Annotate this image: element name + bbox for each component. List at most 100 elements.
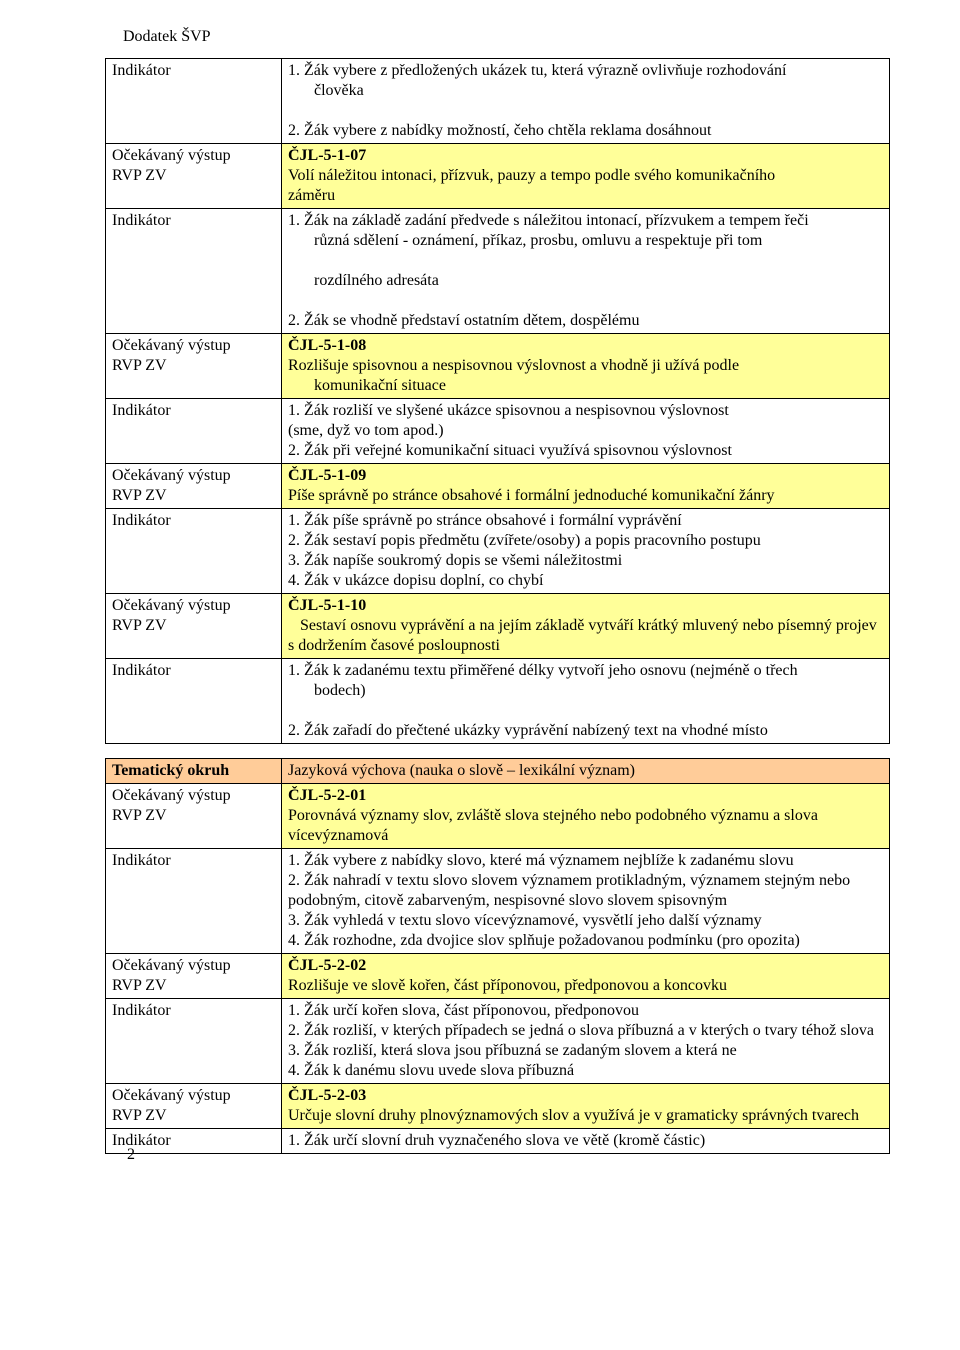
content-text: různá sdělení - oznámení, příkaz, prosbu…	[288, 231, 883, 251]
row-content: 1. Žák určí slovní druh vyznačeného slov…	[282, 1129, 890, 1154]
label-text: Tematický okruh	[112, 762, 229, 779]
label-text: Očekávaný výstup	[112, 597, 231, 614]
code: ČJL-5-1-07	[288, 147, 366, 164]
label-text: RVP ZV	[112, 1107, 167, 1124]
label-text: RVP ZV	[112, 167, 167, 184]
content-text: 2. Žák při veřejné komunikační situaci v…	[288, 442, 732, 459]
row-content: 1. Žák určí kořen slova, část příponovou…	[282, 999, 890, 1084]
content-text: 1. Žák na základě zadání předvede s nále…	[288, 212, 809, 229]
code: ČJL-5-1-10	[288, 597, 366, 614]
content-text: Porovnává významy slov, zvláště slova st…	[288, 807, 818, 844]
row-label: Indikátor	[106, 509, 282, 594]
content-text: člověka	[288, 81, 883, 101]
content-text: Jazyková výchova (nauka o slově – lexiká…	[288, 762, 635, 779]
content-text: Určuje slovní druhy plnovýznamových slov…	[288, 1107, 859, 1124]
label-text: RVP ZV	[112, 617, 167, 634]
content-text: Volí náležitou intonaci, přízvuk, pauzy …	[288, 167, 775, 184]
content-text: 2. Žák nahradí v textu slovo slovem význ…	[288, 872, 850, 909]
label-text: Očekávaný výstup	[112, 147, 231, 164]
row-content: ČJL-5-1-10 Sestaví osnovu vyprávění a na …	[282, 594, 890, 659]
content-text: 4. Žák v ukázce dopisu doplní, co chybí	[288, 572, 544, 589]
row-content: 1. Žák vybere z předložených ukázek tu, …	[282, 59, 890, 144]
row-label: Indikátor	[106, 659, 282, 744]
content-text: 3. Žák vyhledá v textu slovo vícevýznamo…	[288, 912, 762, 929]
label-text: Indikátor	[112, 852, 171, 869]
row-label: Očekávaný výstup RVP ZV	[106, 594, 282, 659]
label-text: Očekávaný výstup	[112, 787, 231, 804]
label-text: Indikátor	[112, 662, 171, 679]
row-content: ČJL-5-2-02 Rozlišuje ve slově kořen, část…	[282, 954, 890, 999]
row-label: Indikátor	[106, 209, 282, 334]
code: ČJL-5-1-08	[288, 337, 366, 354]
row-label: Očekávaný výstup RVP ZV	[106, 334, 282, 399]
content-text: 1. Žák píše správně po stránce obsahové …	[288, 512, 682, 529]
table-2: Tematický okruh Jazyková výchova (nauka o…	[105, 758, 890, 1154]
row-content: Jazyková výchova (nauka o slově – lexiká…	[282, 759, 890, 784]
content-text: 1. Žák vybere z předložených ukázek tu, …	[288, 62, 786, 79]
content-text: 1. Žák určí kořen slova, část příponovou…	[288, 1002, 639, 1019]
label-text: RVP ZV	[112, 807, 167, 824]
content-text: (sme, dyž vo tom apod.)	[288, 422, 444, 439]
label-text: Očekávaný výstup	[112, 337, 231, 354]
row-content: ČJL-5-1-08 Rozlišuje spisovnou a nespisov…	[282, 334, 890, 399]
row-content: 1. Žák na základě zadání předvede s nále…	[282, 209, 890, 334]
row-content: 1. Žák vybere z nabídky slovo, které má …	[282, 849, 890, 954]
row-content: ČJL-5-2-01 Porovnává významy slov, zvlášt…	[282, 784, 890, 849]
content-text: Rozlišuje ve slově kořen, část příponovo…	[288, 977, 727, 994]
content-text: Sestaví osnovu vyprávění a na jejím zákl…	[288, 617, 877, 654]
row-content: ČJL-5-1-07 Volí náležitou intonaci, přízv…	[282, 144, 890, 209]
row-label: Očekávaný výstup RVP ZV	[106, 954, 282, 999]
content-text: 2. Žák zařadí do přečtené ukázky vyprávě…	[288, 722, 768, 739]
content-text: Píše správně po stránce obsahové i formá…	[288, 487, 775, 504]
label-text: RVP ZV	[112, 357, 167, 374]
row-label: Indikátor	[106, 999, 282, 1084]
label-text: Indikátor	[112, 1002, 171, 1019]
label-text: Očekávaný výstup	[112, 467, 231, 484]
row-label: Tematický okruh	[106, 759, 282, 784]
row-content: ČJL-5-1-09 Píše správně po stránce obsaho…	[282, 464, 890, 509]
content-text: 1. Žák vybere z nabídky slovo, které má …	[288, 852, 794, 869]
content-text: rozdílného adresáta	[288, 271, 883, 291]
label-text: Očekávaný výstup	[112, 1087, 231, 1104]
label-text: Indikátor	[112, 512, 171, 529]
label-text: Indikátor	[112, 212, 171, 229]
row-label: Indikátor	[106, 399, 282, 464]
row-label: Očekávaný výstup RVP ZV	[106, 784, 282, 849]
content-text: 1. Žák k zadanému textu přiměřené délky …	[288, 662, 798, 679]
page-number: 2	[105, 1146, 135, 1164]
code: ČJL-5-1-09	[288, 467, 366, 484]
content-text: Rozlišuje spisovnou a nespisovnou výslov…	[288, 357, 739, 374]
content-text: 1. Žák určí slovní druh vyznačeného slov…	[288, 1132, 705, 1149]
page: Dodatek ŠVP Indikátor 1. Žák vybere z pře…	[0, 0, 960, 1188]
content-text: 2. Žák se vhodně představí ostatním děte…	[288, 312, 639, 329]
row-content: 1. Žák rozliší ve slyšené ukázce spisovn…	[282, 399, 890, 464]
label-text: Očekávaný výstup	[112, 957, 231, 974]
content-text: 4. Žák k danému slovu uvede slova příbuz…	[288, 1062, 574, 1079]
row-label: Očekávaný výstup RVP ZV	[106, 1084, 282, 1129]
label-text: Indikátor	[112, 402, 171, 419]
content-text: bodech)	[288, 681, 883, 701]
row-label: Očekávaný výstup RVP ZV	[106, 464, 282, 509]
content-text: 3. Žák rozliší, která slova jsou příbuzn…	[288, 1042, 737, 1059]
content-text: 3. Žák napíše soukromý dopis se všemi ná…	[288, 552, 622, 569]
label-text: Indikátor	[112, 62, 171, 79]
doc-header: Dodatek ŠVP	[105, 28, 890, 46]
row-label: Indikátor	[106, 59, 282, 144]
label-text: RVP ZV	[112, 487, 167, 504]
content-text: záměru	[288, 187, 335, 204]
row-content: 1. Žák k zadanému textu přiměřené délky …	[282, 659, 890, 744]
row-label: Indikátor	[106, 849, 282, 954]
row-content: 1. Žák píše správně po stránce obsahové …	[282, 509, 890, 594]
table-1: Indikátor 1. Žák vybere z předložených uk…	[105, 58, 890, 744]
label-text: RVP ZV	[112, 977, 167, 994]
content-text: 4. Žák rozhodne, zda dvojice slov splňuj…	[288, 932, 800, 949]
content-text: 2. Žák vybere z nabídky možností, čeho c…	[288, 122, 711, 139]
code: ČJL-5-2-01	[288, 787, 366, 804]
content-text: 2. Žák rozliší, v kterých případech se j…	[288, 1022, 874, 1039]
row-label: Očekávaný výstup RVP ZV	[106, 144, 282, 209]
code: ČJL-5-2-02	[288, 957, 366, 974]
content-text: komunikační situace	[288, 376, 883, 396]
content-text: 1. Žák rozliší ve slyšené ukázce spisovn…	[288, 402, 729, 419]
row-content: ČJL-5-2-03Určuje slovní druhy plnovýznam…	[282, 1084, 890, 1129]
content-text: 2. Žák sestaví popis předmětu (zvířete/o…	[288, 532, 761, 549]
